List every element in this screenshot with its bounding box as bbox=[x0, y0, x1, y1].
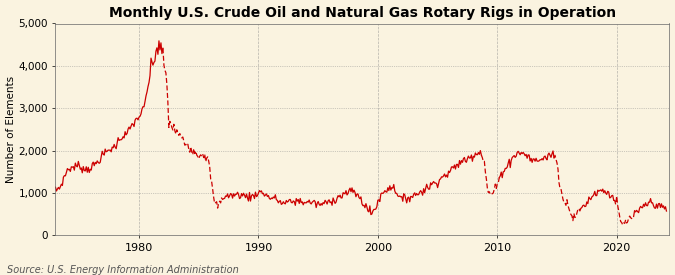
Text: Source: U.S. Energy Information Administration: Source: U.S. Energy Information Administ… bbox=[7, 265, 238, 275]
Y-axis label: Number of Elements: Number of Elements bbox=[5, 76, 16, 183]
Title: Monthly U.S. Crude Oil and Natural Gas Rotary Rigs in Operation: Monthly U.S. Crude Oil and Natural Gas R… bbox=[109, 6, 616, 20]
